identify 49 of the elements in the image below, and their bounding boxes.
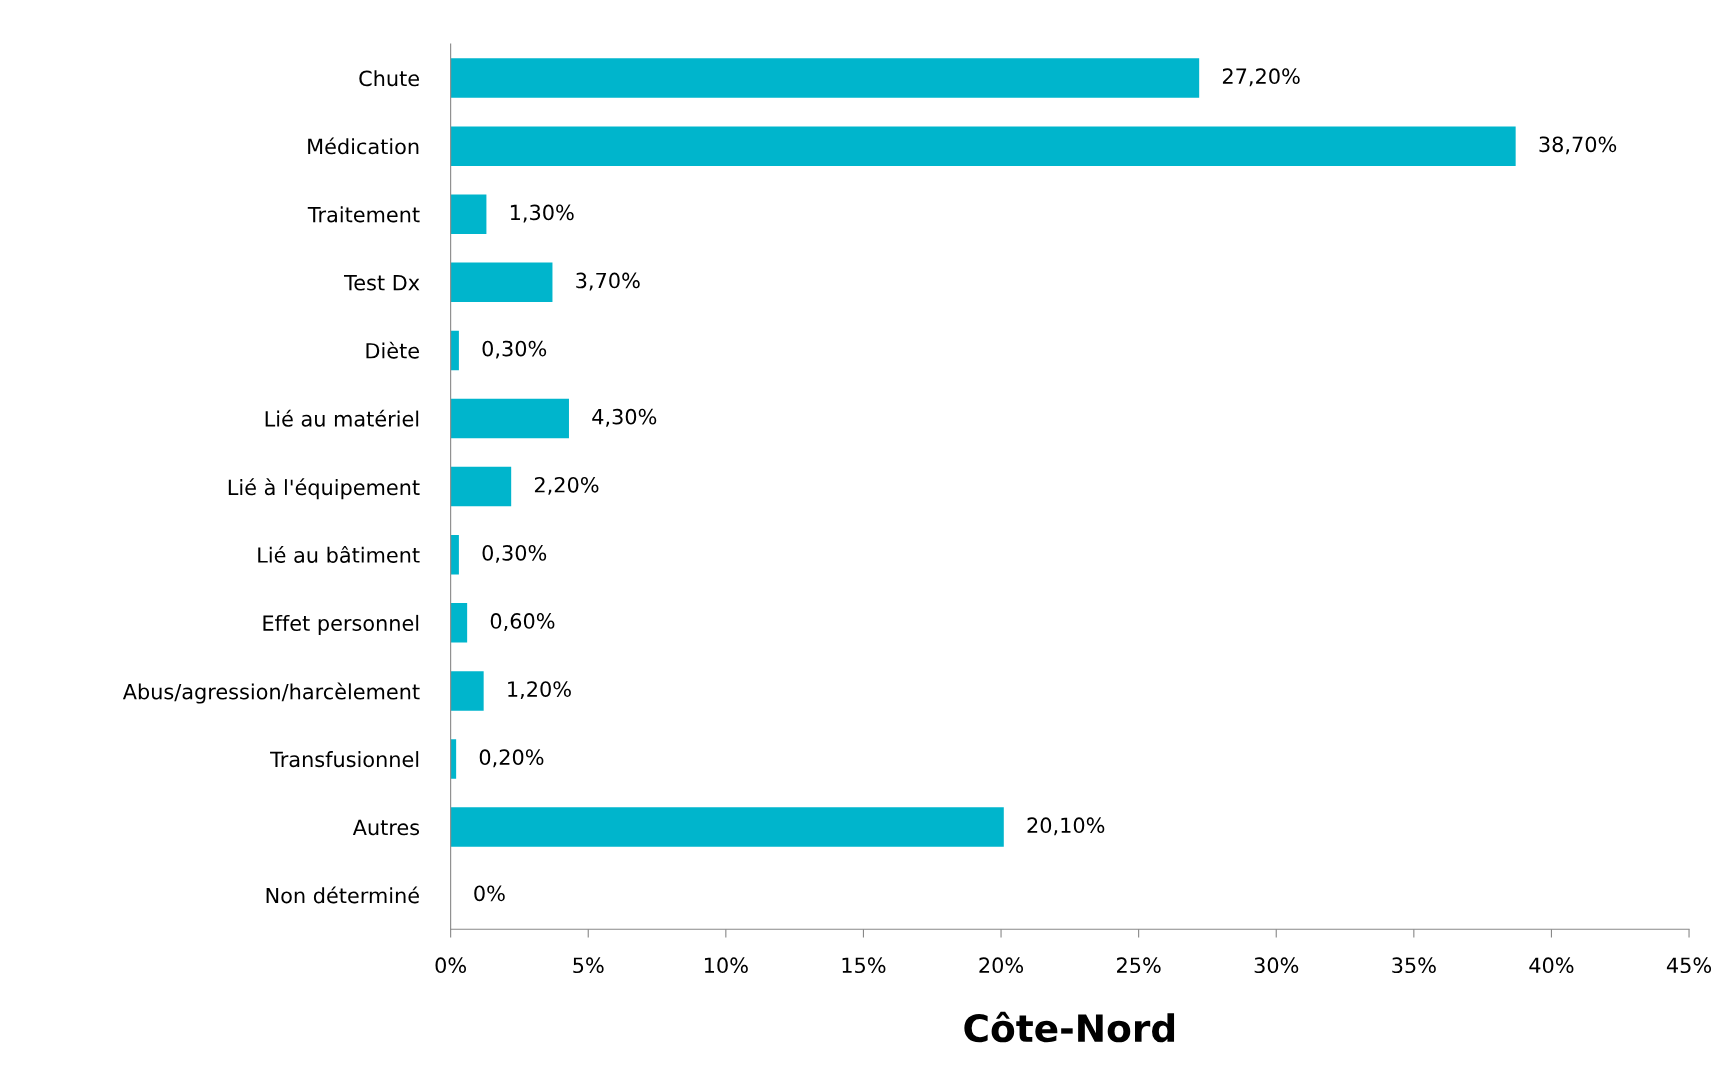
data-label: 0,30%: [482, 340, 547, 359]
data-label: 1,20%: [508, 681, 571, 700]
data-label: 27,20%: [1222, 68, 1300, 87]
x-tick-label: 0%: [435, 957, 467, 974]
data-label: 0,60%: [490, 613, 555, 631]
x-tick-label: 25%: [1117, 957, 1161, 974]
x-axis-title: Côte-Nord: [964, 1011, 1175, 1043]
bar: [450, 126, 1516, 166]
data-label: 0,20%: [479, 749, 544, 768]
x-tick-label: 35%: [1392, 957, 1436, 974]
data-label: 3,70%: [576, 272, 640, 291]
y-tick-label: Transfusionnel: [270, 751, 419, 768]
bar: [450, 194, 487, 234]
y-tick-label: Lié au bâtiment: [258, 545, 420, 563]
x-tick-label: 45%: [1666, 957, 1712, 974]
bar: [450, 671, 484, 711]
x-tick-label: 20%: [979, 957, 1024, 974]
bar: [450, 603, 468, 643]
y-tick-label: Médication: [308, 137, 419, 155]
bar: [450, 262, 553, 303]
bar: [450, 398, 569, 439]
y-tick-label: Effet personnel: [263, 614, 419, 636]
bar: [450, 534, 459, 575]
y-tick-label: Chute: [359, 70, 419, 87]
data-label: 20,10%: [1027, 817, 1105, 836]
y-tick-label: Non déterminé: [266, 886, 419, 904]
data-label: 0,30%: [482, 544, 547, 563]
bar: [450, 466, 512, 507]
bar: [450, 739, 457, 779]
y-tick-label: Test Dx: [344, 275, 420, 291]
x-tick-label: 5%: [573, 957, 604, 974]
data-label: 0%: [474, 885, 505, 902]
y-tick-label: Abus/agression/harcèlement: [122, 682, 420, 704]
y-tick-label: Diète: [366, 341, 419, 359]
data-label: 4,30%: [592, 408, 657, 427]
y-tick-label: Lié au matériel: [265, 409, 419, 427]
data-label: 1,30%: [510, 204, 574, 223]
data-label: 38,70%: [1539, 136, 1617, 155]
bar: [450, 58, 1200, 98]
y-tick-label: Traitement: [307, 206, 420, 223]
bar: [450, 330, 459, 371]
x-tick-label: 15%: [842, 957, 886, 974]
data-label: 2,20%: [534, 476, 599, 495]
y-tick-label: Lié à l'équipement: [228, 478, 420, 500]
x-tick-label: 10%: [704, 957, 748, 974]
y-tick-label: Autres: [352, 819, 420, 836]
x-tick-label: 30%: [1254, 957, 1299, 974]
x-tick-label: 40%: [1529, 957, 1574, 974]
bar: [450, 807, 1004, 847]
